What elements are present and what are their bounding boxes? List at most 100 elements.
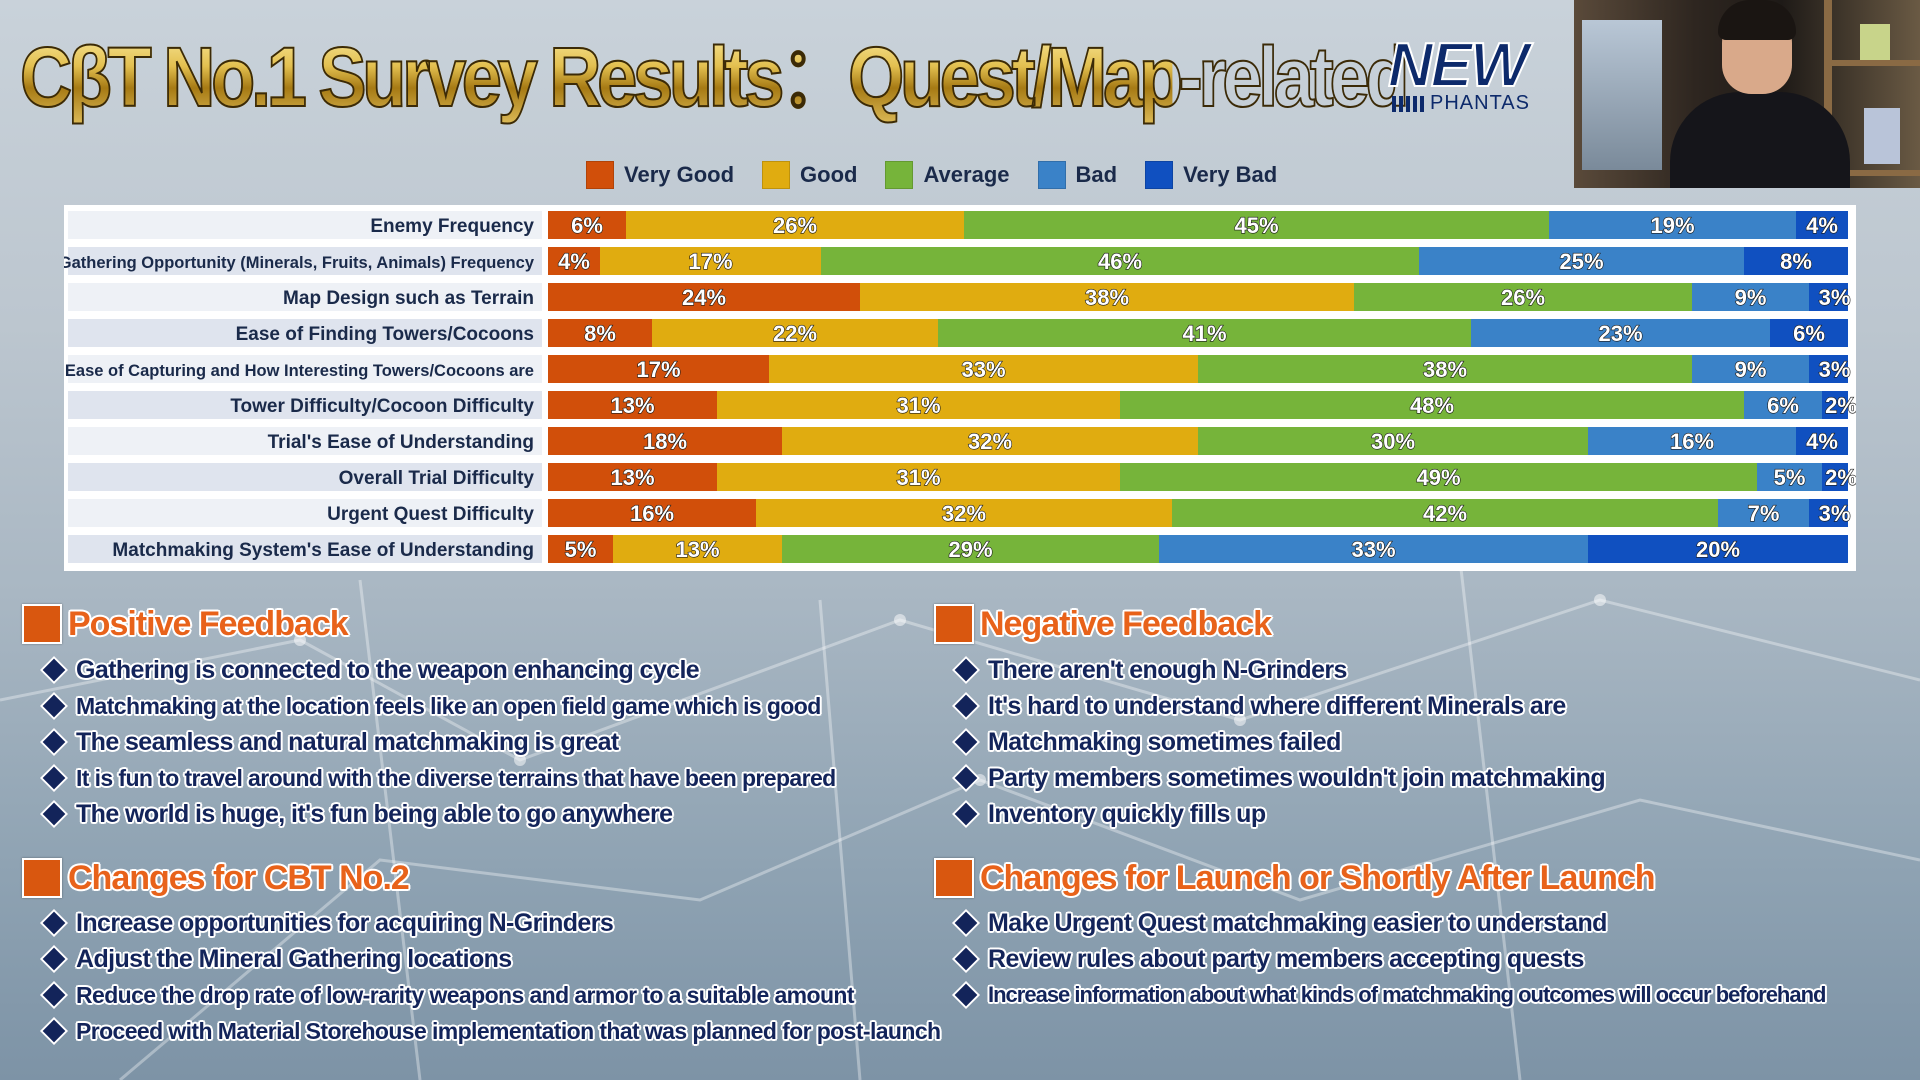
legend-swatch-good — [762, 161, 791, 189]
legend-item-very-good: Very Good — [586, 160, 734, 190]
data-label: 38% — [1085, 285, 1129, 310]
list-item-text: Reduce the drop rate of low-rarity weapo… — [76, 981, 855, 1008]
bar-segment — [548, 283, 860, 311]
data-label: 18% — [643, 429, 687, 454]
category-label: Overall Trial Difficulty — [339, 468, 535, 489]
data-label: 3% — [1819, 285, 1851, 310]
data-label: 26% — [773, 213, 817, 238]
data-label: 13% — [610, 465, 654, 490]
bar-segment — [613, 535, 782, 563]
negative-feedback-list: There aren't enough N-Grinders It's hard… — [948, 652, 1606, 832]
diamond-bullet-icon — [951, 763, 981, 793]
cbt2-changes-list: Increase opportunities for acquiring N-G… — [36, 905, 941, 1049]
diamond-bullet-icon — [951, 799, 981, 829]
data-label: 25% — [1559, 249, 1603, 274]
launch-changes-list: Make Urgent Quest matchmaking easier to … — [948, 905, 1826, 1013]
legend-label: Good — [800, 162, 858, 187]
category-label: Map Design such as Terrain — [283, 288, 534, 309]
diamond-bullet-icon — [951, 691, 981, 721]
data-label: 26% — [1501, 285, 1545, 310]
shelf-post — [1824, 0, 1832, 188]
data-label: 23% — [1598, 321, 1642, 346]
bar-segment — [1796, 427, 1848, 455]
bar-segment — [1822, 463, 1848, 491]
bar-segment — [1692, 283, 1809, 311]
row-band — [68, 319, 542, 347]
stacked-bar-chart: Enemy Frequency 6% 26% 45% 19% 4% Gathering Op… — [64, 205, 1856, 571]
bar-segment — [1718, 499, 1809, 527]
diamond-bullet-icon — [39, 691, 69, 721]
legend-swatch-very-good — [586, 161, 614, 189]
row-band — [68, 535, 542, 563]
bar-segment — [1692, 355, 1809, 383]
data-label: 6% — [1793, 321, 1825, 346]
bar-segment — [717, 391, 1120, 419]
section-marker — [934, 858, 974, 898]
category-label: Matchmaking System's Ease of Understandi… — [112, 540, 534, 561]
list-item-text: Increase information about what kinds of… — [988, 982, 1826, 1007]
data-label: 5% — [565, 537, 597, 562]
data-label: 31% — [896, 393, 940, 418]
data-label: 45% — [1234, 213, 1278, 238]
list-item-text: It's hard to understand where different … — [988, 691, 1566, 720]
section-marker — [22, 604, 62, 644]
diamond-bullet-icon — [39, 908, 69, 938]
data-label: 7% — [1748, 501, 1780, 526]
logo-main-text: NEW — [1387, 30, 1530, 101]
data-label: 3% — [1819, 357, 1851, 382]
row-band — [68, 355, 542, 383]
list-item-text: Matchmaking at the location feels like a… — [76, 692, 821, 719]
bar-segment — [1822, 391, 1848, 419]
cbt2-changes-header: Changes for CBT No.2 — [22, 856, 410, 900]
data-label: 42% — [1423, 501, 1467, 526]
bar-segment — [652, 319, 938, 347]
section-marker — [934, 604, 974, 644]
data-label: 33% — [1351, 537, 1395, 562]
data-label: 49% — [1416, 465, 1460, 490]
poster-image — [1582, 20, 1662, 170]
bar-segment — [1744, 391, 1822, 419]
bar-segment — [548, 463, 717, 491]
row-band — [68, 427, 542, 455]
bar-segment — [964, 211, 1549, 239]
data-label: 8% — [584, 321, 616, 346]
data-label: 20% — [1696, 537, 1740, 562]
diamond-bullet-icon — [951, 908, 981, 938]
box-item — [1860, 24, 1890, 60]
positive-feedback-list: Gathering is connected to the weapon enh… — [36, 652, 836, 832]
data-label: 38% — [1423, 357, 1467, 382]
category-label: Tower Difficulty/Cocoon Difficulty — [230, 396, 534, 417]
chart-canvas: Enemy Frequency 6% 26% 45% 19% 4% Gathering Op… — [64, 211, 1856, 563]
bar-segment — [1796, 211, 1848, 239]
data-label: 6% — [1767, 393, 1799, 418]
list-item: Proceed with Material Storehouse impleme… — [36, 1013, 941, 1049]
data-label: 4% — [558, 249, 590, 274]
category-label: Gathering Opportunity (Minerals, Fruits,… — [64, 254, 535, 272]
data-label: 41% — [1182, 321, 1226, 346]
category-label: Ease of Capturing and How Interesting To… — [65, 362, 534, 380]
bar-segment — [860, 283, 1354, 311]
data-label: 32% — [942, 501, 986, 526]
list-item: Increase opportunities for acquiring N-G… — [36, 905, 940, 941]
list-item-text: Increase opportunities for acquiring N-G… — [76, 908, 614, 937]
bar-segment — [782, 427, 1198, 455]
bar-segment — [548, 355, 769, 383]
bar-segment — [1198, 355, 1692, 383]
bar-segment — [1809, 355, 1848, 383]
row-band — [68, 499, 542, 527]
list-item: It is fun to travel around with the dive… — [36, 760, 836, 796]
data-label: 16% — [1670, 429, 1714, 454]
list-item-text: Party members sometimes wouldn't join ma… — [988, 763, 1606, 792]
data-label: 17% — [636, 357, 680, 382]
row-band — [68, 283, 542, 311]
bar-segment — [1588, 535, 1848, 563]
bar-segment — [769, 355, 1198, 383]
diamond-bullet-icon — [39, 799, 69, 829]
diamond-bullet-icon — [951, 727, 981, 757]
legend-swatch-very-bad — [1145, 161, 1174, 189]
box-item-lower — [1864, 108, 1900, 164]
logo-sub-text: PHANTAS — [1430, 92, 1530, 114]
list-item-text: There aren't enough N-Grinders — [988, 655, 1347, 684]
section-title: Changes for Launch or Shortly After Laun… — [980, 858, 1656, 897]
list-item-text: The seamless and natural matchmaking is … — [76, 727, 619, 756]
